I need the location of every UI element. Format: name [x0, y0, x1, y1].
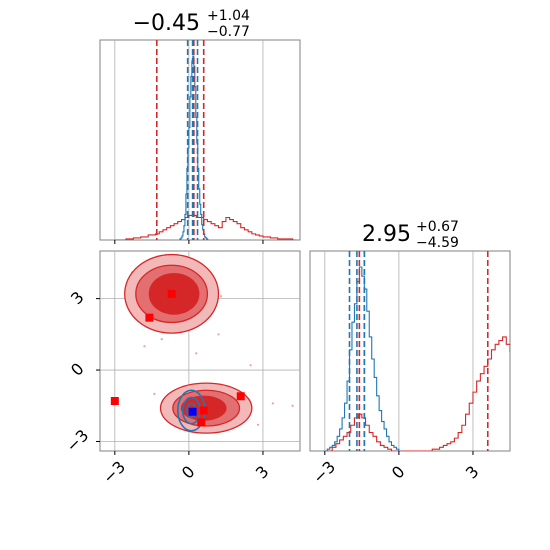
- hist-p2-blue: [324, 266, 402, 451]
- axes-frame-p1: [99, 39, 301, 241]
- scatter-point: [153, 392, 156, 395]
- scatter-point: [291, 404, 294, 407]
- joint-contours: [110, 253, 294, 434]
- scatter-point: [217, 333, 220, 336]
- scatter-point: [160, 337, 163, 341]
- marker-red: [199, 406, 208, 415]
- title-p2-upper: +0.67: [416, 219, 459, 235]
- x-tick-label-joint: 0: [178, 462, 199, 483]
- y-tick-label-joint: −3: [62, 426, 92, 456]
- marker-red: [197, 418, 206, 427]
- scatter-point: [256, 423, 260, 426]
- title-p1-lower: −0.77: [207, 24, 250, 40]
- axes-frame-p2: [309, 250, 511, 452]
- marker-red: [110, 397, 119, 405]
- hist-p1: [114, 40, 297, 240]
- scatter-point: [271, 402, 274, 405]
- y-tick-label-joint: 3: [67, 288, 88, 309]
- scatter-point: [195, 352, 198, 355]
- title-p2: 2.95: [362, 222, 411, 247]
- title-p1: −0.45: [133, 11, 200, 36]
- marker-red: [236, 392, 245, 401]
- x-tick-label-p2: 0: [388, 462, 409, 483]
- title-p2-median: 2.95: [362, 222, 411, 247]
- scatter-point: [249, 364, 252, 367]
- scatter-point: [219, 295, 223, 298]
- marker-blue: [188, 407, 197, 416]
- y-tick-label-joint: 0: [67, 359, 88, 380]
- x-tick-label-p2: −3: [309, 457, 339, 487]
- scatter-point: [143, 345, 146, 348]
- hist-p1-red: [114, 214, 297, 240]
- x-tick-label-p2: 3: [462, 462, 483, 483]
- title-p2-lower: −4.59: [416, 235, 459, 251]
- title-p1-upper: +1.04: [207, 8, 250, 24]
- marker-red: [145, 313, 154, 322]
- x-tick-label-joint: −3: [99, 457, 129, 487]
- hist-p2: [324, 251, 510, 451]
- x-tick-label-joint: 3: [252, 462, 273, 483]
- marker-red: [167, 289, 176, 298]
- title-p1-median: −0.45: [133, 11, 200, 36]
